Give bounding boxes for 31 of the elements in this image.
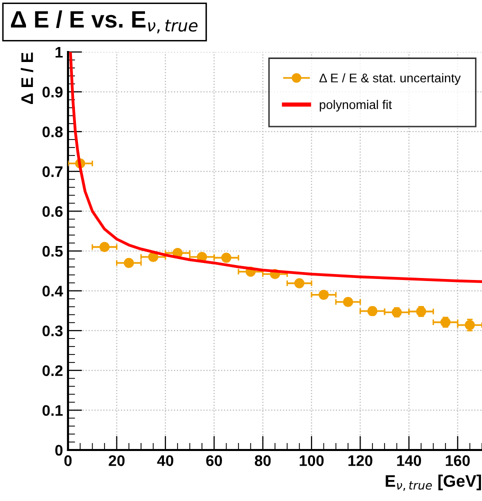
- y-tick-label: 0.1: [42, 405, 63, 416]
- x-tick-label: 60: [206, 455, 222, 466]
- chart-title: Δ E / E vs. E$_{ν,true}$: [10, 10, 198, 34]
- x-tick-label: 140: [397, 455, 422, 466]
- line-series: [69, 52, 482, 284]
- y-tick-label: 1: [56, 47, 63, 58]
- y-tick-label: 0.7: [42, 166, 62, 178]
- point: [221, 252, 232, 263]
- x-tick-label: 160: [446, 455, 470, 466]
- y-axis-title: Δ E / E: [20, 52, 34, 104]
- point: [148, 252, 158, 262]
- x-tick-label: 40: [157, 455, 174, 466]
- x-tick-label: 20: [108, 455, 125, 466]
- point: [99, 242, 110, 252]
- y-tick-label: 0.5: [42, 246, 63, 257]
- x-axis-title: E$_{ν,true}$ [GeV]: [386, 474, 481, 491]
- y-tick-label: 0.4: [42, 286, 64, 296]
- x-tick-label: 80: [254, 455, 271, 466]
- y-tick-label: 0.6: [42, 206, 63, 217]
- y-tick-label: 0.3: [42, 325, 63, 336]
- x-tick-label: 0: [64, 455, 72, 466]
- x-tick-label: 120: [348, 455, 372, 466]
- point: [124, 258, 134, 268]
- y-tick-label: 0: [55, 444, 63, 456]
- y-tick-label: 0.8: [42, 126, 63, 138]
- point: [294, 278, 304, 288]
- legend-label: polynomial fit: [320, 100, 392, 112]
- y-tick-label: 0.9: [42, 86, 63, 98]
- x-tick-label: 100: [300, 455, 324, 466]
- legend-label: Δ E / E & stat. uncertainty: [319, 73, 461, 85]
- y-tick-label: 0.2: [42, 365, 63, 376]
